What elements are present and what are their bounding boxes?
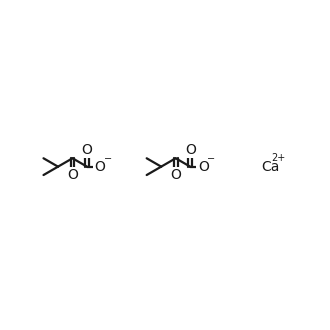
Text: O: O [198,160,209,174]
Text: O: O [95,160,106,174]
Text: 2+: 2+ [271,153,285,163]
Text: O: O [185,143,196,157]
Text: −: − [104,154,113,164]
Text: O: O [82,143,92,157]
Text: O: O [67,168,78,182]
Text: −: − [208,154,215,164]
Text: Ca: Ca [261,160,279,174]
Text: O: O [170,168,181,182]
